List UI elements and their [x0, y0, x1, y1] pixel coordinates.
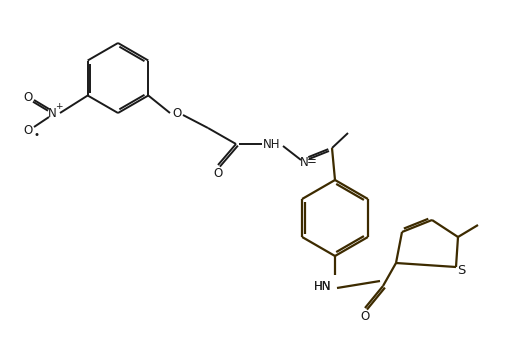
Text: O: O — [172, 107, 182, 120]
Text: O: O — [213, 166, 223, 180]
Text: +: + — [55, 102, 63, 111]
Text: O: O — [24, 123, 33, 136]
Text: =: = — [307, 156, 317, 168]
Text: HN: HN — [314, 279, 332, 292]
Text: S: S — [457, 265, 465, 278]
Text: N: N — [48, 107, 56, 120]
Text: HN: HN — [314, 279, 332, 292]
Text: N: N — [300, 156, 308, 168]
Text: O: O — [24, 90, 33, 104]
Text: •: • — [33, 130, 39, 140]
Text: NH: NH — [263, 138, 281, 150]
Text: O: O — [360, 310, 370, 323]
